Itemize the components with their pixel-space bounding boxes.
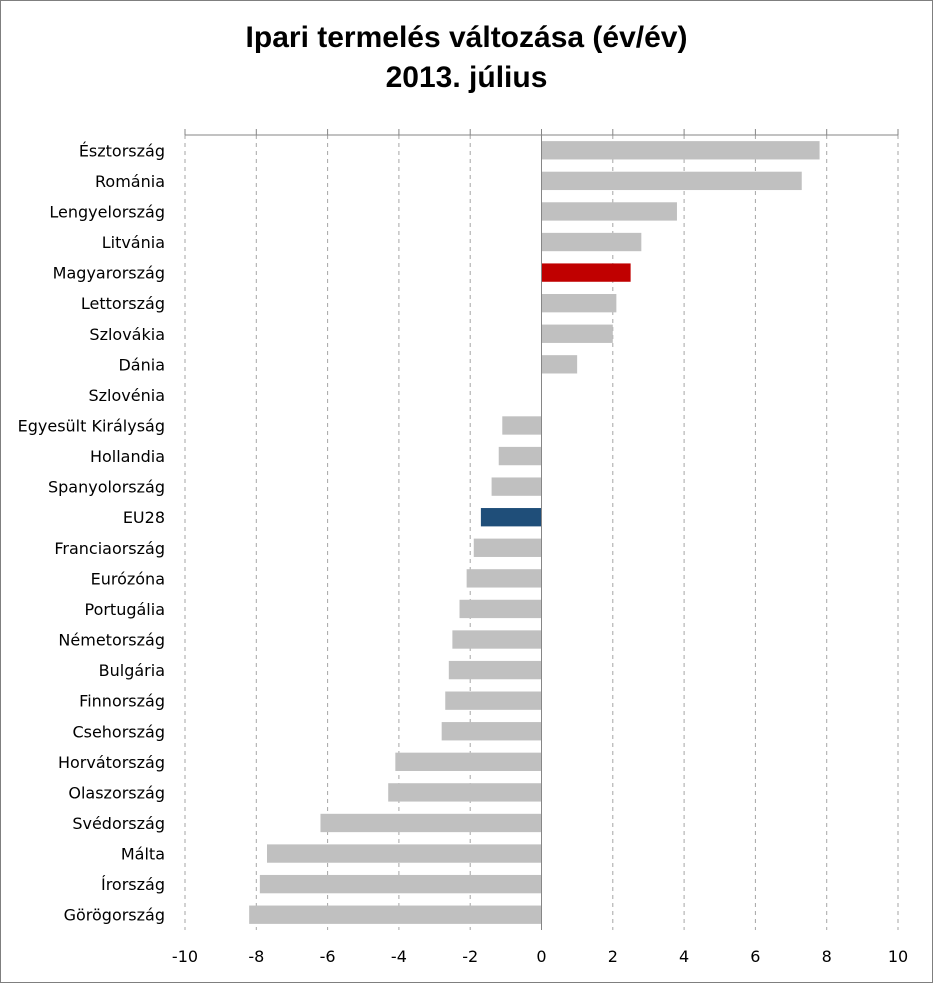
x-tick-label: 0	[536, 947, 546, 966]
category-label: Írország	[101, 875, 165, 894]
x-tick-label: 6	[750, 947, 760, 966]
bar	[249, 905, 542, 924]
axes	[184, 129, 899, 930]
bar	[480, 508, 542, 527]
category-label: Szlovénia	[89, 386, 166, 405]
category-label: Málta	[121, 845, 165, 864]
category-label: Dánia	[118, 355, 165, 374]
x-tick-label: 10	[888, 947, 908, 966]
bar	[541, 355, 578, 374]
bar	[388, 783, 542, 802]
bar	[466, 569, 542, 588]
bar	[266, 844, 542, 863]
category-label: Hollandia	[90, 447, 165, 466]
bar	[541, 294, 617, 313]
x-tick-label: -8	[248, 947, 264, 966]
bar	[320, 813, 542, 833]
category-label: Olaszország	[68, 783, 165, 802]
x-tick-label: -2	[462, 947, 478, 966]
bar	[498, 446, 542, 466]
bar	[541, 324, 613, 343]
bar	[541, 171, 802, 191]
bar	[445, 691, 542, 710]
bar	[459, 599, 542, 619]
category-label: Egyesült Királyság	[18, 416, 165, 435]
category-label: Németország	[58, 631, 165, 650]
category-label: Horvátország	[58, 753, 165, 772]
category-label: Szlovákia	[89, 325, 165, 344]
bar	[395, 752, 542, 771]
category-label: Svédország	[72, 814, 165, 833]
category-label: Eurózóna	[91, 569, 165, 588]
bar	[441, 722, 542, 741]
category-label: Spanyolország	[48, 478, 165, 497]
category-label: Bulgária	[99, 661, 165, 680]
category-label: Észtország	[79, 141, 165, 160]
bar	[491, 477, 542, 496]
category-label: Franciaország	[54, 539, 165, 558]
bar	[541, 141, 820, 160]
category-label: Csehország	[72, 722, 165, 741]
category-labels: Észtország Románia Lengyelország Litvánia Ma…	[18, 141, 165, 924]
x-tick-label: 2	[608, 947, 618, 966]
tick-labels: -10 -8 -6 -4 -2 0 2 4 6 8 10	[172, 947, 908, 966]
bar	[541, 232, 642, 252]
chart-title-block: Ipari termelés változása (év/év) 2013. j…	[0, 18, 933, 98]
category-label: Románia	[95, 172, 165, 191]
category-label: Magyarország	[53, 264, 165, 283]
category-label: Lettország	[81, 294, 165, 313]
bar	[541, 202, 677, 221]
category-label: EU28	[123, 508, 165, 527]
category-label: Görögország	[64, 906, 165, 925]
bar	[541, 263, 631, 282]
chart-subtitle: 2013. július	[385, 61, 548, 94]
x-tick-label: -10	[172, 947, 198, 966]
bar	[259, 874, 542, 894]
bar	[448, 660, 542, 680]
x-tick-label: 8	[822, 947, 832, 966]
x-tick-label: 4	[679, 947, 689, 966]
category-label: Lengyelország	[49, 202, 165, 221]
bar	[473, 538, 542, 557]
bars	[249, 141, 820, 924]
x-tick-label: -6	[320, 947, 336, 966]
x-tick-label: -4	[391, 947, 407, 966]
category-label: Litvánia	[102, 233, 165, 252]
category-label: Finnország	[79, 692, 165, 711]
category-label: Portugália	[84, 600, 165, 619]
chart-title: Ipari termelés változása (év/év)	[245, 21, 688, 54]
bar	[502, 416, 542, 435]
bar	[452, 630, 542, 649]
